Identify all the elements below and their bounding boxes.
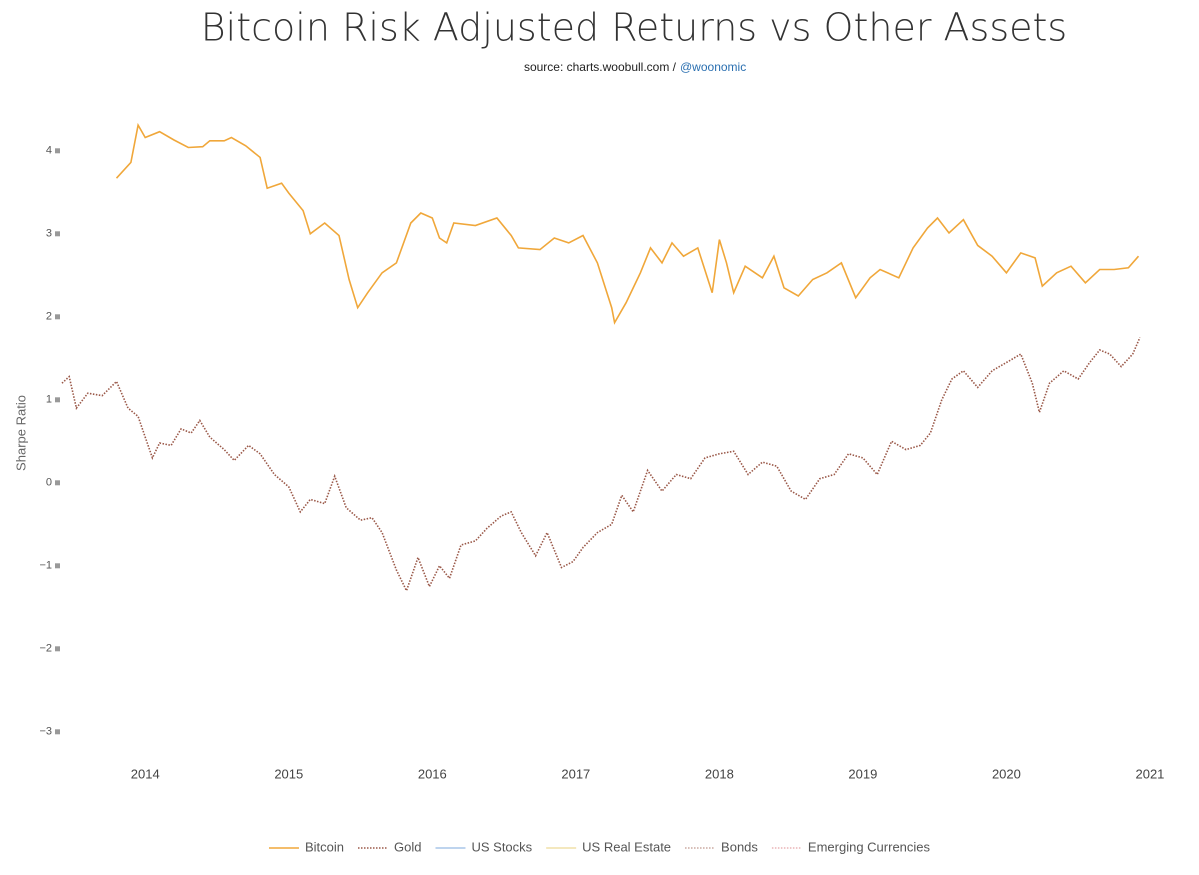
chart-title: Bitcoin Risk Adjusted Returns vs Other A…	[201, 6, 1067, 50]
x-tick-label: 2015	[274, 766, 303, 781]
legend-label[interactable]: Bitcoin	[305, 839, 344, 854]
y-tick-mark	[55, 148, 60, 154]
x-tick-label: 2014	[131, 766, 160, 781]
y-axis-label: Sharpe Ratio	[13, 395, 28, 471]
x-tick-label: 2021	[1135, 766, 1164, 781]
x-tick-label: 2017	[561, 766, 590, 781]
y-tick-mark	[55, 231, 60, 237]
y-tick-mark	[55, 563, 60, 569]
subtitle-link[interactable]: @woonomic	[680, 60, 746, 74]
subtitle: source: charts.woobull.com /	[524, 60, 677, 74]
legend-label[interactable]: US Real Estate	[582, 839, 671, 854]
legend-label[interactable]: US Stocks	[471, 839, 532, 854]
series-line	[61, 337, 1141, 593]
x-tick-label: 2018	[705, 766, 734, 781]
y-tick-label: 4	[46, 145, 52, 157]
legend-label[interactable]: Bonds	[721, 839, 758, 854]
y-tick-label: 2	[46, 311, 52, 323]
legend-label[interactable]: Emerging Currencies	[808, 839, 931, 854]
y-tick-mark	[55, 397, 60, 403]
y-tick-mark	[55, 314, 60, 320]
y-tick-mark	[55, 646, 60, 652]
y-tick-mark	[55, 480, 60, 486]
x-tick-label: 2016	[418, 766, 447, 781]
y-tick-label: −3	[39, 726, 52, 738]
y-tick-label: 1	[46, 394, 52, 406]
y-tick-label: −2	[39, 643, 52, 655]
x-tick-label: 2020	[992, 766, 1021, 781]
y-tick-label: −1	[39, 560, 52, 572]
legend-label[interactable]: Gold	[394, 839, 421, 854]
y-tick-label: 0	[46, 477, 52, 489]
y-tick-mark	[55, 729, 60, 735]
series-line	[115, 122, 1140, 325]
y-tick-label: 3	[46, 228, 52, 240]
x-tick-label: 2019	[848, 766, 877, 781]
